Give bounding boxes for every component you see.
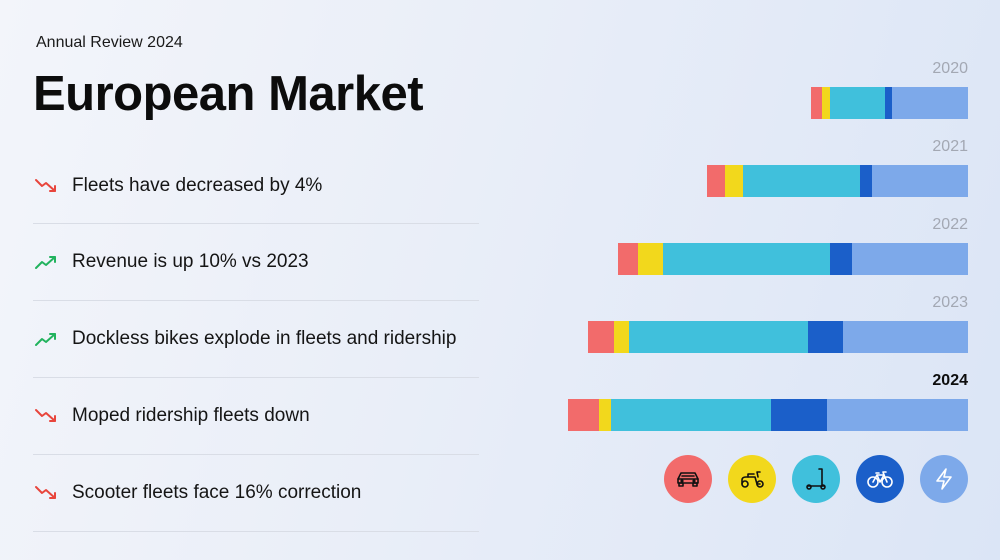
highlight-item: Moped ridership fleets down bbox=[33, 378, 479, 455]
highlight-text: Revenue is up 10% vs 2023 bbox=[72, 251, 309, 272]
highlight-text: Moped ridership fleets down bbox=[72, 405, 310, 426]
bar-segment-car bbox=[811, 87, 822, 119]
bar-2020 bbox=[811, 87, 968, 119]
bar-segment-ebike bbox=[872, 165, 968, 197]
bar-segment-scooter bbox=[629, 321, 808, 353]
highlight-item: Dockless bikes explode in fleets and rid… bbox=[33, 301, 479, 378]
bar-segment-bike bbox=[830, 243, 852, 275]
bar-segment-scooter bbox=[611, 399, 771, 431]
trend-up-icon bbox=[35, 256, 56, 269]
lightning-icon bbox=[920, 455, 968, 503]
trend-down-icon bbox=[35, 486, 56, 499]
trend-down-icon bbox=[35, 409, 56, 422]
bar-segment-bike bbox=[860, 165, 872, 197]
scooter-icon bbox=[792, 455, 840, 503]
bar-segment-scooter bbox=[663, 243, 830, 275]
bar-segment-ebike bbox=[843, 321, 968, 353]
year-label: 2020 bbox=[932, 60, 968, 77]
bar-2024 bbox=[568, 399, 968, 431]
highlight-text: Fleets have decreased by 4% bbox=[72, 174, 323, 196]
highlight-text: Scooter fleets face 16% correction bbox=[72, 482, 362, 503]
year-label: 2023 bbox=[932, 294, 968, 311]
bar-segment-moped bbox=[638, 243, 663, 275]
bar-segment-scooter bbox=[830, 87, 885, 119]
bar-segment-bike bbox=[808, 321, 843, 353]
bar-segment-moped bbox=[614, 321, 629, 353]
trend-down-icon bbox=[35, 178, 56, 192]
moped-icon bbox=[728, 455, 776, 503]
highlight-text: Dockless bikes explode in fleets and rid… bbox=[72, 328, 457, 349]
bar-2022 bbox=[618, 243, 968, 275]
highlight-item: Revenue is up 10% vs 2023 bbox=[33, 224, 479, 301]
bar-segment-car bbox=[707, 165, 725, 197]
highlights-list: Fleets have decreased by 4% Revenue is u… bbox=[33, 148, 479, 532]
bar-2021 bbox=[707, 165, 968, 197]
bar-segment-ebike bbox=[852, 243, 968, 275]
bar-segment-bike bbox=[885, 87, 892, 119]
bar-segment-car bbox=[588, 321, 614, 353]
car-icon bbox=[664, 455, 712, 503]
year-label: 2021 bbox=[932, 138, 968, 155]
bar-2023 bbox=[588, 321, 968, 353]
highlight-item: Fleets have decreased by 4% bbox=[33, 148, 479, 224]
bar-segment-moped bbox=[599, 399, 611, 431]
bar-segment-car bbox=[568, 399, 599, 431]
bar-segment-ebike bbox=[892, 87, 968, 119]
bike-icon bbox=[856, 455, 904, 503]
bar-segment-moped bbox=[822, 87, 830, 119]
year-label: 2024 bbox=[932, 372, 968, 389]
bar-segment-scooter bbox=[743, 165, 860, 197]
report-eyebrow: Annual Review 2024 bbox=[36, 34, 183, 51]
year-label: 2022 bbox=[932, 216, 968, 233]
bar-segment-ebike bbox=[827, 399, 968, 431]
highlight-item: Scooter fleets face 16% correction bbox=[33, 455, 479, 532]
bar-segment-car bbox=[618, 243, 638, 275]
trend-up-icon bbox=[35, 333, 56, 346]
page-title: European Market bbox=[33, 67, 424, 121]
bar-segment-bike bbox=[771, 399, 827, 431]
bar-segment-moped bbox=[725, 165, 743, 197]
